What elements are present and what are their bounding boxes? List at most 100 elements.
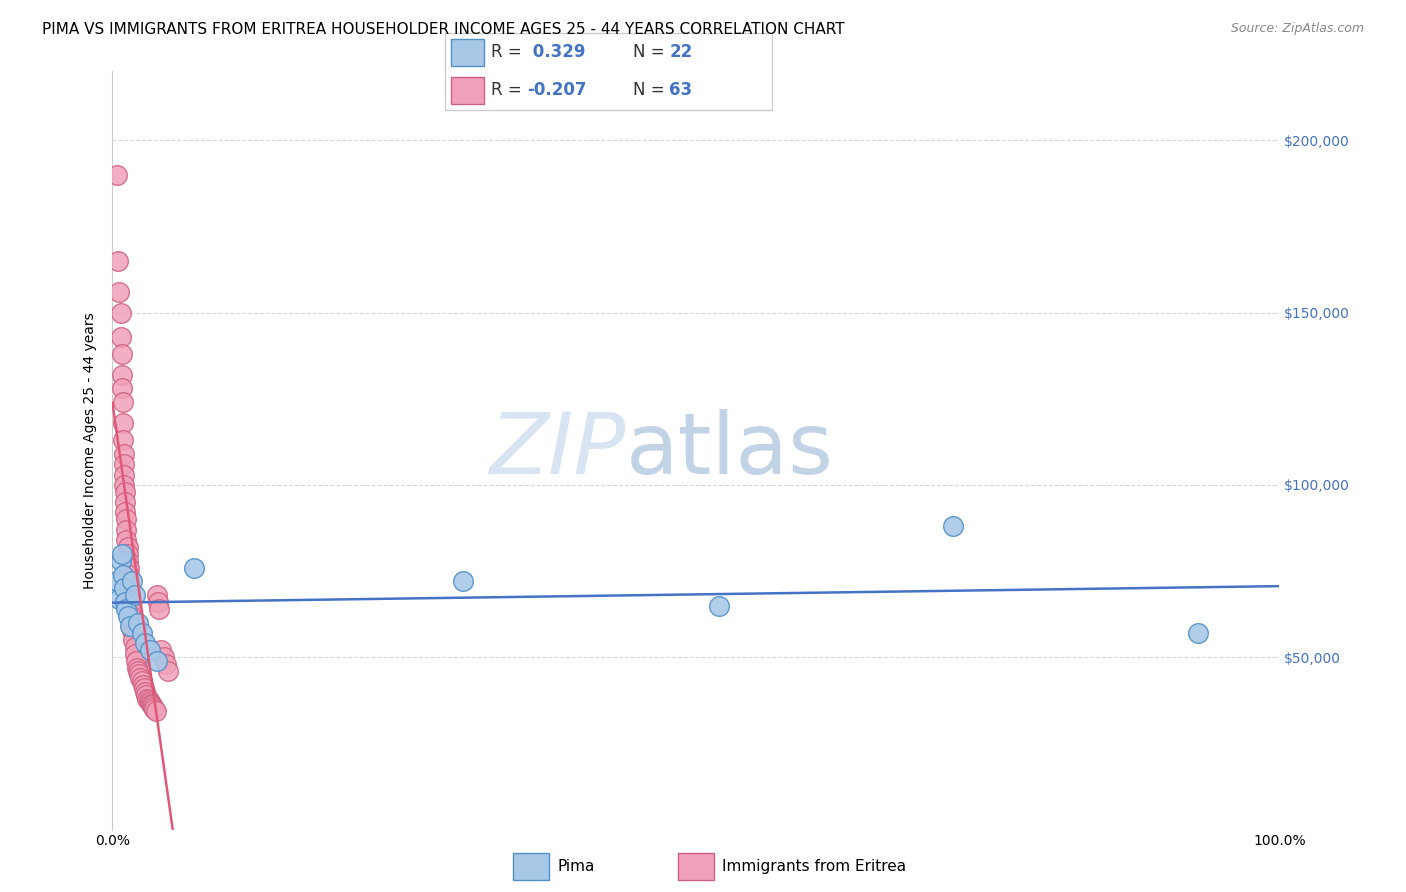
Point [121, 615, 143, 630]
Point [139, 697, 162, 711]
Text: R =: R = [491, 43, 527, 61]
Point [112, 467, 135, 482]
Point [117, 608, 139, 623]
Point [112, 447, 135, 461]
Point [134, 684, 156, 698]
FancyBboxPatch shape [451, 77, 484, 103]
Text: 22: 22 [669, 43, 693, 61]
Point [111, 368, 134, 382]
Point [118, 619, 141, 633]
Point [115, 523, 138, 537]
FancyBboxPatch shape [513, 853, 548, 880]
Point [111, 395, 134, 409]
Point [131, 674, 153, 689]
Point [139, 643, 162, 657]
Point [138, 693, 160, 707]
Point [146, 654, 169, 668]
Point [115, 533, 138, 547]
Point [131, 626, 153, 640]
Point [105, 574, 128, 589]
Point [127, 664, 149, 678]
Point [111, 347, 134, 361]
Point [125, 660, 148, 674]
Point [114, 595, 136, 609]
Text: Pima: Pima [557, 859, 595, 873]
Point [114, 506, 136, 520]
Point [122, 626, 145, 640]
Point [125, 654, 148, 668]
Text: atlas: atlas [626, 409, 834, 492]
Point [120, 602, 142, 616]
Point [111, 547, 134, 561]
Point [942, 519, 965, 533]
Point [111, 433, 134, 447]
Point [112, 478, 135, 492]
Text: R =: R = [491, 81, 527, 99]
Point [121, 574, 143, 589]
Point [114, 484, 136, 499]
Point [118, 588, 141, 602]
Point [122, 633, 145, 648]
Point [153, 650, 176, 665]
Point [111, 567, 134, 582]
Point [118, 574, 141, 589]
Point [141, 698, 163, 713]
Point [105, 168, 128, 182]
Point [118, 595, 141, 609]
Point [108, 285, 131, 299]
FancyBboxPatch shape [444, 33, 772, 110]
Point [117, 540, 139, 554]
Point [117, 554, 139, 568]
Point [148, 602, 170, 616]
Point [128, 667, 150, 681]
Point [451, 574, 474, 589]
Point [124, 588, 146, 602]
Point [155, 657, 177, 672]
Text: Immigrants from Eritrea: Immigrants from Eritrea [723, 859, 905, 873]
Point [145, 704, 167, 718]
Y-axis label: Householder Income Ages 25 - 44 years: Householder Income Ages 25 - 44 years [83, 312, 97, 589]
Point [146, 595, 169, 609]
Point [142, 700, 165, 714]
Point [110, 330, 132, 344]
Point [124, 647, 146, 661]
Text: 0.329: 0.329 [527, 43, 586, 61]
Point [129, 671, 152, 685]
Point [139, 695, 162, 709]
Point [1187, 626, 1209, 640]
FancyBboxPatch shape [678, 853, 713, 880]
Point [110, 305, 132, 319]
Point [136, 691, 159, 706]
Point [118, 560, 141, 574]
Text: -0.207: -0.207 [527, 81, 586, 99]
Point [118, 567, 141, 582]
Point [111, 381, 134, 395]
Point [143, 702, 166, 716]
Point [117, 547, 139, 561]
Point [134, 636, 156, 650]
Point [121, 623, 143, 637]
Point [111, 416, 134, 430]
Text: Source: ZipAtlas.com: Source: ZipAtlas.com [1230, 22, 1364, 36]
Point [150, 643, 173, 657]
Text: 63: 63 [669, 81, 692, 99]
Point [112, 457, 135, 471]
Point [110, 554, 132, 568]
Point [118, 582, 141, 596]
Point [146, 588, 169, 602]
Text: N =: N = [633, 43, 669, 61]
Point [132, 678, 155, 692]
Point [183, 560, 205, 574]
Point [112, 582, 135, 596]
Text: ZIP: ZIP [489, 409, 626, 492]
Point [115, 602, 138, 616]
FancyBboxPatch shape [451, 39, 484, 66]
Point [124, 640, 146, 654]
Point [157, 664, 180, 678]
Point [120, 608, 142, 623]
Text: PIMA VS IMMIGRANTS FROM ERITREA HOUSEHOLDER INCOME AGES 25 - 44 YEARS CORRELATIO: PIMA VS IMMIGRANTS FROM ERITREA HOUSEHOL… [42, 22, 845, 37]
Point [115, 512, 138, 526]
Point [135, 688, 157, 702]
Point [709, 599, 731, 613]
Point [107, 253, 129, 268]
